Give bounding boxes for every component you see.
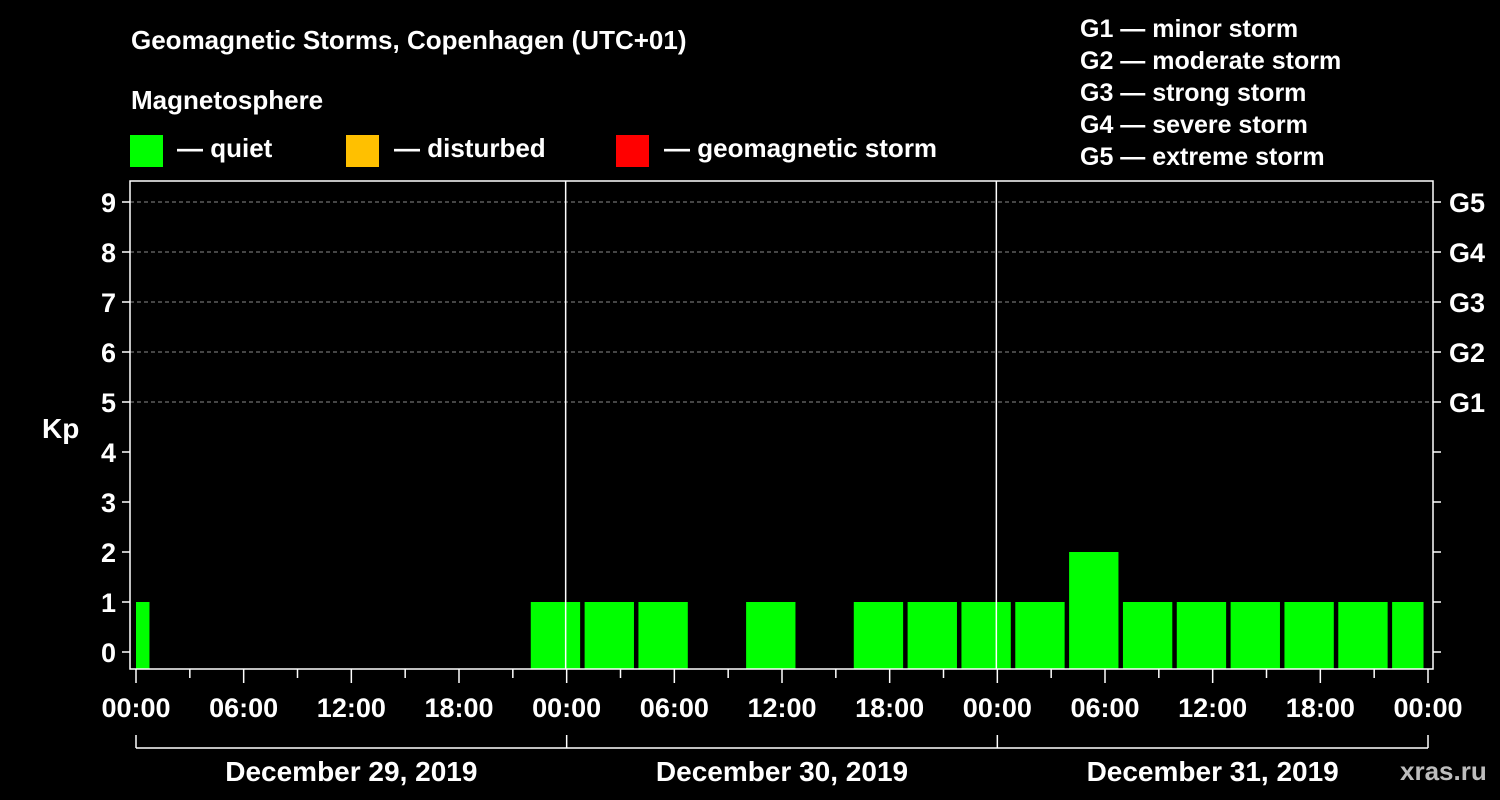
watermark: xras.ru <box>1400 756 1487 786</box>
x-tick-labels: 00:00 06:00 12:00 18:00 00:00 06:00 12:00 18:00… <box>101 669 1463 723</box>
kp-bar-11 <box>1176 602 1227 669</box>
kp-bar-15 <box>1392 602 1424 669</box>
kp-bar-0 <box>136 602 150 669</box>
day-labels: December 29, 2019 December 30, 2019 Decemb… <box>135 735 1429 787</box>
right-label-g5: G5 <box>1449 188 1485 218</box>
kp-bar-5 <box>853 602 904 669</box>
right-label-g3: G3 <box>1449 288 1485 318</box>
x-tick-label-0: 00:00 <box>101 693 170 723</box>
x-tick-label-6: 12:00 <box>747 693 816 723</box>
kp-bar-3 <box>638 602 688 669</box>
y-tick-label-8: 8 <box>101 238 116 268</box>
y-tick-label-4: 4 <box>101 438 116 468</box>
y-tick-labels: 0 1 2 3 4 5 6 7 8 9 <box>101 188 130 668</box>
legend-label-disturbed: — disturbed <box>394 133 546 163</box>
day-label-2: December 31, 2019 <box>1087 756 1339 787</box>
y-tick-label-9: 9 <box>101 188 116 218</box>
legend-swatch-quiet <box>130 135 163 167</box>
storm-scale-g5: G5 — extreme storm <box>1080 143 1325 171</box>
kp-bar-12 <box>1230 602 1280 669</box>
chart-title: Geomagnetic Storms, Copenhagen (UTC+01) <box>131 25 686 55</box>
plot-border <box>129 180 1434 670</box>
x-tick-label-8: 00:00 <box>963 693 1032 723</box>
legend-swatch-storm <box>616 135 649 167</box>
right-label-g1: G1 <box>1449 388 1485 418</box>
kp-bar-9 <box>1069 552 1119 669</box>
magnetosphere-label: Magnetosphere <box>131 85 323 115</box>
right-axis-labels: G1 G2 G3 G4 G5 <box>1433 188 1485 653</box>
y-tick-label-6: 6 <box>101 338 116 368</box>
storm-scale-g3: G3 — strong storm <box>1080 79 1306 107</box>
x-tick-label-5: 06:00 <box>640 693 709 723</box>
y-tick-label-7: 7 <box>101 288 116 318</box>
kp-bar-8 <box>1015 602 1065 669</box>
kp-bar-6 <box>907 602 957 669</box>
kp-bar-1 <box>530 602 581 669</box>
x-tick-label-1: 06:00 <box>209 693 278 723</box>
kp-bar-10 <box>1122 602 1173 669</box>
y-tick-label-1: 1 <box>101 588 116 618</box>
plot-frame <box>129 180 1434 670</box>
x-tick-label-10: 12:00 <box>1178 693 1247 723</box>
x-tick-label-3: 18:00 <box>424 693 493 723</box>
right-label-g4: G4 <box>1449 238 1485 268</box>
legend-swatch-disturbed <box>346 135 379 167</box>
grid-lines <box>130 201 1433 403</box>
kp-bars <box>136 552 1424 669</box>
legend-label-storm: — geomagnetic storm <box>664 133 937 163</box>
right-label-g2: G2 <box>1449 338 1485 368</box>
storm-scale-g1: G1 — minor storm <box>1080 15 1298 43</box>
kp-bar-2 <box>584 602 634 669</box>
day-label-0: December 29, 2019 <box>225 756 477 787</box>
y-tick-label-0: 0 <box>101 638 116 668</box>
y-tick-label-5: 5 <box>101 388 116 418</box>
x-tick-label-12: 00:00 <box>1393 693 1462 723</box>
y-tick-label-3: 3 <box>101 488 116 518</box>
day-label-1: December 30, 2019 <box>656 756 908 787</box>
x-tick-label-7: 18:00 <box>855 693 924 723</box>
y-axis-label: Kp <box>42 413 79 444</box>
kp-bar-7 <box>961 602 1011 669</box>
x-tick-label-2: 12:00 <box>317 693 386 723</box>
x-tick-label-4: 00:00 <box>532 693 601 723</box>
storm-scale-g4: G4 — severe storm <box>1080 111 1308 139</box>
legend-label-quiet: — quiet <box>177 133 273 163</box>
x-tick-label-11: 18:00 <box>1286 693 1355 723</box>
y-tick-label-2: 2 <box>101 538 116 568</box>
kp-bar-14 <box>1338 602 1388 669</box>
kp-bar-4 <box>746 602 796 669</box>
storm-scale-g2: G2 — moderate storm <box>1080 47 1341 75</box>
x-tick-label-9: 06:00 <box>1070 693 1139 723</box>
kp-bar-13 <box>1284 602 1334 669</box>
